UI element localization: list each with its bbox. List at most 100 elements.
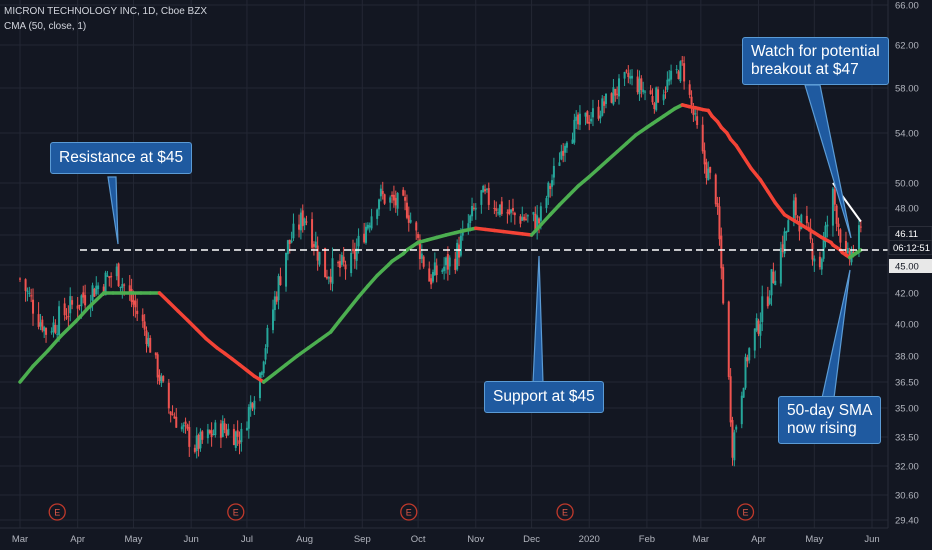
support-callout: Support at $45 bbox=[484, 381, 604, 413]
earnings-circle bbox=[48, 503, 66, 521]
candle-body bbox=[701, 124, 704, 152]
candle-body bbox=[614, 88, 617, 96]
sma-segment bbox=[462, 226, 478, 233]
time-tick-label: Aug bbox=[296, 534, 313, 545]
candle-body bbox=[774, 280, 777, 286]
candle-body bbox=[28, 292, 31, 295]
candle-body bbox=[655, 87, 658, 111]
sma-segment bbox=[74, 305, 91, 324]
candle-body bbox=[826, 224, 829, 227]
candle-body bbox=[484, 189, 487, 192]
candle-body bbox=[391, 194, 394, 197]
candle-body bbox=[173, 416, 176, 419]
price-tick-label: 30.60 bbox=[895, 491, 919, 502]
candle-body bbox=[45, 327, 48, 335]
sma-segment bbox=[633, 125, 649, 137]
candle-body bbox=[188, 427, 191, 447]
candle-body bbox=[82, 292, 85, 298]
time-tick-label: May bbox=[805, 534, 823, 545]
time-tick-label: Sep bbox=[354, 534, 371, 545]
candle-body bbox=[324, 247, 327, 278]
sma-segment bbox=[548, 203, 562, 217]
candle-body bbox=[616, 93, 619, 95]
sma-segment bbox=[261, 371, 277, 384]
candle-body bbox=[275, 296, 278, 302]
candle-body bbox=[381, 191, 384, 195]
candle-body bbox=[575, 116, 578, 121]
candle-body bbox=[383, 194, 386, 204]
time-tick-label: Oct bbox=[411, 534, 426, 545]
sma-segment bbox=[567, 184, 580, 198]
time-axis[interactable]: Mar Apr May Jun Jul Aug Sep Oct Nov Dec 2020 Feb Mar… bbox=[0, 527, 888, 545]
earnings-label: E bbox=[742, 508, 748, 518]
candle-body bbox=[299, 212, 302, 231]
candle-body bbox=[727, 301, 730, 377]
sma-segment bbox=[31, 348, 50, 368]
candle-body bbox=[772, 271, 775, 284]
sma-segment bbox=[857, 248, 863, 253]
candle-body bbox=[238, 440, 241, 444]
price-tick-label: 42.00 bbox=[895, 289, 919, 300]
candle-body bbox=[206, 429, 209, 439]
candle-body bbox=[653, 103, 656, 109]
candle-body bbox=[781, 244, 784, 252]
candle-body bbox=[565, 142, 568, 148]
sma-segment bbox=[176, 309, 190, 322]
candle-body bbox=[664, 91, 667, 93]
candle-body bbox=[260, 372, 263, 375]
candle-body bbox=[848, 251, 851, 260]
sma-segment bbox=[557, 193, 571, 207]
candle-body bbox=[221, 420, 224, 437]
candle-body bbox=[636, 76, 639, 93]
candle-body bbox=[184, 421, 187, 424]
candle-body bbox=[558, 162, 561, 166]
candle-body bbox=[286, 240, 289, 255]
sma-segment bbox=[295, 346, 311, 358]
candle-body bbox=[787, 220, 790, 232]
candle-body bbox=[482, 185, 485, 193]
candle-body bbox=[407, 215, 410, 223]
price-axis[interactable]: 66.0062.0058.0054.0050.0048.0046.0044.00… bbox=[887, 0, 932, 550]
candle-body bbox=[93, 288, 96, 297]
candle-body bbox=[456, 242, 459, 270]
candle-body bbox=[41, 319, 44, 331]
earnings-circle bbox=[227, 503, 245, 521]
time-tick-label: Apr bbox=[751, 534, 766, 545]
sma-segment bbox=[576, 175, 591, 188]
candle-body bbox=[627, 72, 630, 78]
price-tick-label: 62.00 bbox=[895, 41, 919, 52]
candle-body bbox=[201, 431, 204, 440]
candle-body bbox=[132, 300, 135, 305]
candle-body bbox=[811, 242, 814, 260]
last-price-label: 46.11 bbox=[895, 229, 918, 240]
candle-body bbox=[668, 78, 671, 82]
candle-body bbox=[571, 139, 574, 144]
sma-50-line bbox=[18, 103, 863, 384]
level-lines bbox=[80, 84, 888, 399]
candle-body bbox=[631, 75, 634, 79]
candle-body bbox=[692, 107, 695, 115]
time-tick-label: Feb bbox=[639, 534, 655, 545]
candle-body bbox=[524, 218, 527, 220]
candle-body bbox=[651, 96, 654, 103]
candle-body bbox=[577, 114, 580, 125]
candle-body bbox=[171, 414, 174, 416]
candle-body bbox=[748, 348, 751, 361]
candle-body bbox=[508, 209, 511, 215]
candle-body bbox=[76, 305, 79, 309]
candle-body bbox=[24, 279, 27, 291]
candle-body bbox=[54, 324, 57, 334]
candle-body bbox=[234, 431, 237, 448]
candle-body bbox=[290, 240, 293, 243]
candle-body bbox=[301, 210, 304, 227]
candle-body bbox=[679, 61, 682, 82]
candle-body bbox=[149, 337, 152, 353]
candle-body bbox=[52, 322, 55, 332]
candle-body bbox=[770, 269, 773, 296]
time-tick-label: Dec bbox=[523, 534, 540, 545]
candle-body bbox=[102, 286, 105, 293]
time-tick-label: May bbox=[124, 534, 142, 545]
candle-body bbox=[145, 330, 148, 345]
candle-body bbox=[78, 304, 81, 306]
